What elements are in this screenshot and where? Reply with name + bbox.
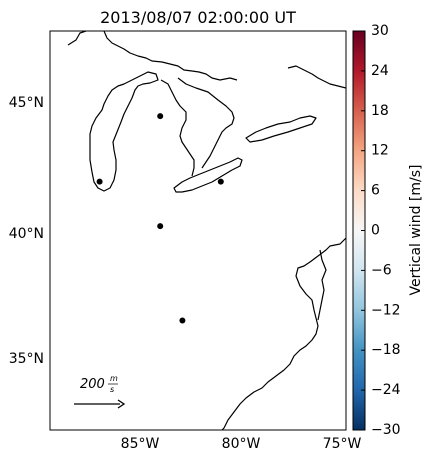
map-frame	[49, 30, 347, 431]
station-point-3	[217, 178, 224, 185]
colorbar-ticks: 30 24 18 12 6 0 −6 −12 −18 −24 −30	[361, 23, 401, 438]
colorbar-tick-label: −6	[371, 262, 392, 278]
colorbar-tick-label: −24	[371, 382, 401, 398]
colorbar-tick-label: 18	[371, 103, 389, 119]
atlantic-coast	[221, 237, 346, 430]
st-lawrence-shore	[287, 65, 346, 89]
lon-tick-75: 75°W	[323, 436, 362, 452]
colorbar-tick-label: 12	[371, 143, 389, 159]
lon-tick-80: 80°W	[222, 436, 261, 452]
coastlines	[67, 31, 346, 430]
scale-unit-den: s	[110, 385, 114, 394]
colorbar-tick-label: 30	[371, 23, 389, 39]
lake-ontario-shore	[245, 115, 317, 143]
lon-tick-85: 85°W	[121, 436, 160, 452]
colorbar-label: Vertical wind [m/s]	[408, 164, 424, 296]
lake-erie-shore	[173, 157, 243, 193]
colorbar-tick-label: 24	[371, 63, 389, 79]
lake-superior-shore	[67, 31, 238, 81]
colorbar-tick-label: 6	[371, 183, 380, 199]
chesapeake-bay	[317, 249, 327, 321]
station-point-1	[157, 113, 164, 120]
lake-michigan-shore	[89, 71, 159, 192]
lat-tick-45: 45°N	[9, 95, 44, 111]
scale-arrow-head	[117, 399, 126, 409]
scale-label: 200	[80, 377, 105, 392]
station-point-4	[157, 223, 164, 230]
colorbar-tick-label: −30	[371, 422, 401, 438]
station-points	[96, 113, 224, 324]
colorbar-tick-label: 0	[371, 223, 380, 239]
station-point-2	[96, 178, 103, 185]
map-title: 2013/08/07 02:00:00 UT	[100, 8, 296, 27]
lower-michigan-shore	[160, 79, 195, 177]
lat-tick-35: 35°N	[9, 351, 44, 367]
scale-key: 200 m s	[74, 374, 126, 409]
lake-huron-east-shore	[177, 77, 235, 169]
scale-unit-num: m	[110, 374, 118, 383]
colorbar-tick-label: −18	[371, 342, 401, 358]
station-point-5	[179, 317, 186, 324]
colorbar-tick-label: −12	[371, 302, 401, 318]
lat-tick-40: 40°N	[9, 226, 44, 242]
